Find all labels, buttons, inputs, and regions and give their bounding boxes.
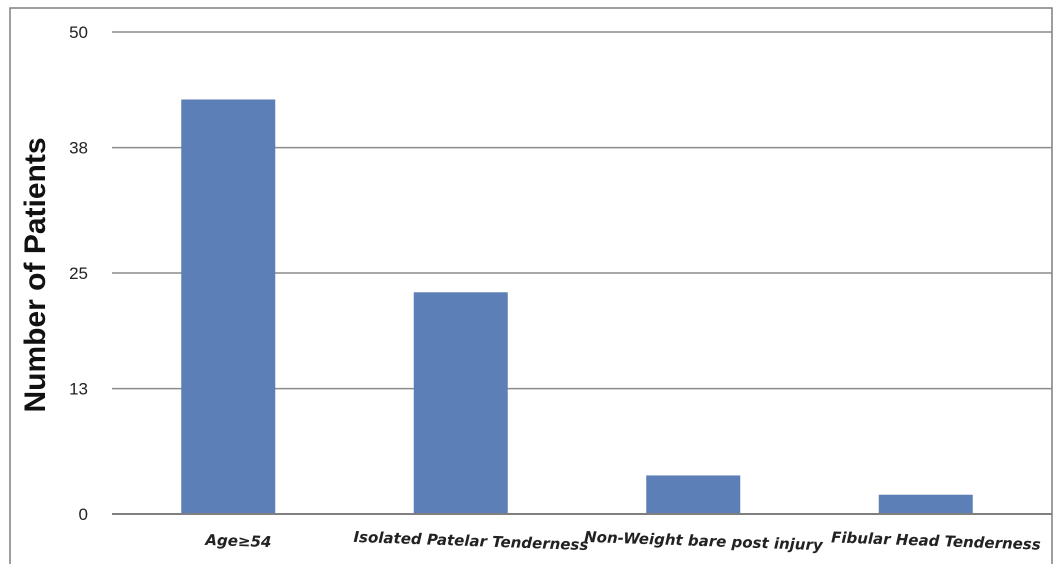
y-tick-label: 0 <box>79 505 88 524</box>
plot-frame <box>9 7 1053 564</box>
x-tick-label: Non-Weight bare post injury <box>584 528 824 554</box>
y-axis-label: Number of Patients <box>19 137 52 412</box>
x-tick-label: Fibular Head Tenderness <box>831 528 1041 553</box>
bars <box>181 99 973 514</box>
x-tick-label: Age≥54 <box>204 531 272 551</box>
y-tick-label: 13 <box>69 380 88 399</box>
x-tick-label: Isolated Patelar Tenderness <box>353 528 588 554</box>
bar <box>878 494 973 514</box>
x-axis-ticks: Age≥54 Isolated Patelar TendernessNon-Wei… <box>204 528 1041 554</box>
y-tick-label: 25 <box>69 264 88 283</box>
y-tick-label: 38 <box>69 139 88 158</box>
bar <box>413 292 508 514</box>
bar <box>646 475 741 514</box>
y-tick-label: 50 <box>69 23 88 42</box>
bar <box>181 99 276 514</box>
y-axis-ticks: 0 13 25 38 50 <box>69 23 88 524</box>
